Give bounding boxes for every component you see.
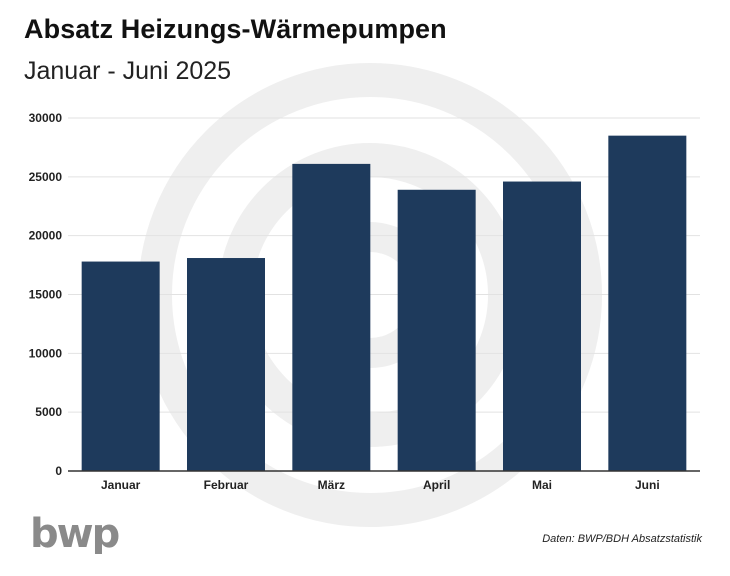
y-tick-label: 20000 (29, 229, 63, 243)
x-tick-label: Juni (635, 478, 660, 492)
x-axis-ticks: Januar Februar März April Mai Juni (101, 478, 660, 492)
bars (81, 135, 687, 472)
x-tick-label: Januar (101, 478, 141, 492)
x-tick-label: April (423, 478, 450, 492)
bwp-logo-icon: bwp (30, 511, 121, 557)
bwp-logo: bwp (30, 511, 130, 559)
x-tick-label: Mai (532, 478, 552, 492)
y-tick-label: 15000 (29, 288, 63, 302)
bar-juni (608, 135, 687, 471)
y-axis-ticks: 0 5000 10000 15000 20000 25000 30000 (29, 111, 63, 478)
bwp-logo-text: bwp (30, 514, 119, 554)
x-tick-label: März (318, 478, 345, 492)
source-note: Daten: BWP/BDH Absatzstatistik (542, 533, 702, 545)
bar-februar (187, 258, 265, 471)
bar-märz (292, 163, 371, 471)
y-tick-label: 0 (55, 464, 62, 478)
chart-title: Absatz Heizungs-Wärmepumpen (24, 14, 447, 44)
bar-april (397, 189, 476, 471)
y-tick-label: 30000 (29, 111, 63, 125)
bar-januar (81, 261, 160, 471)
chart-subtitle: Januar - Juni 2025 (24, 57, 232, 85)
x-tick-label: Februar (204, 478, 249, 492)
y-tick-label: 25000 (29, 170, 63, 184)
y-tick-label: 10000 (29, 346, 63, 360)
y-tick-label: 5000 (35, 405, 62, 419)
bar-mai (503, 181, 581, 472)
